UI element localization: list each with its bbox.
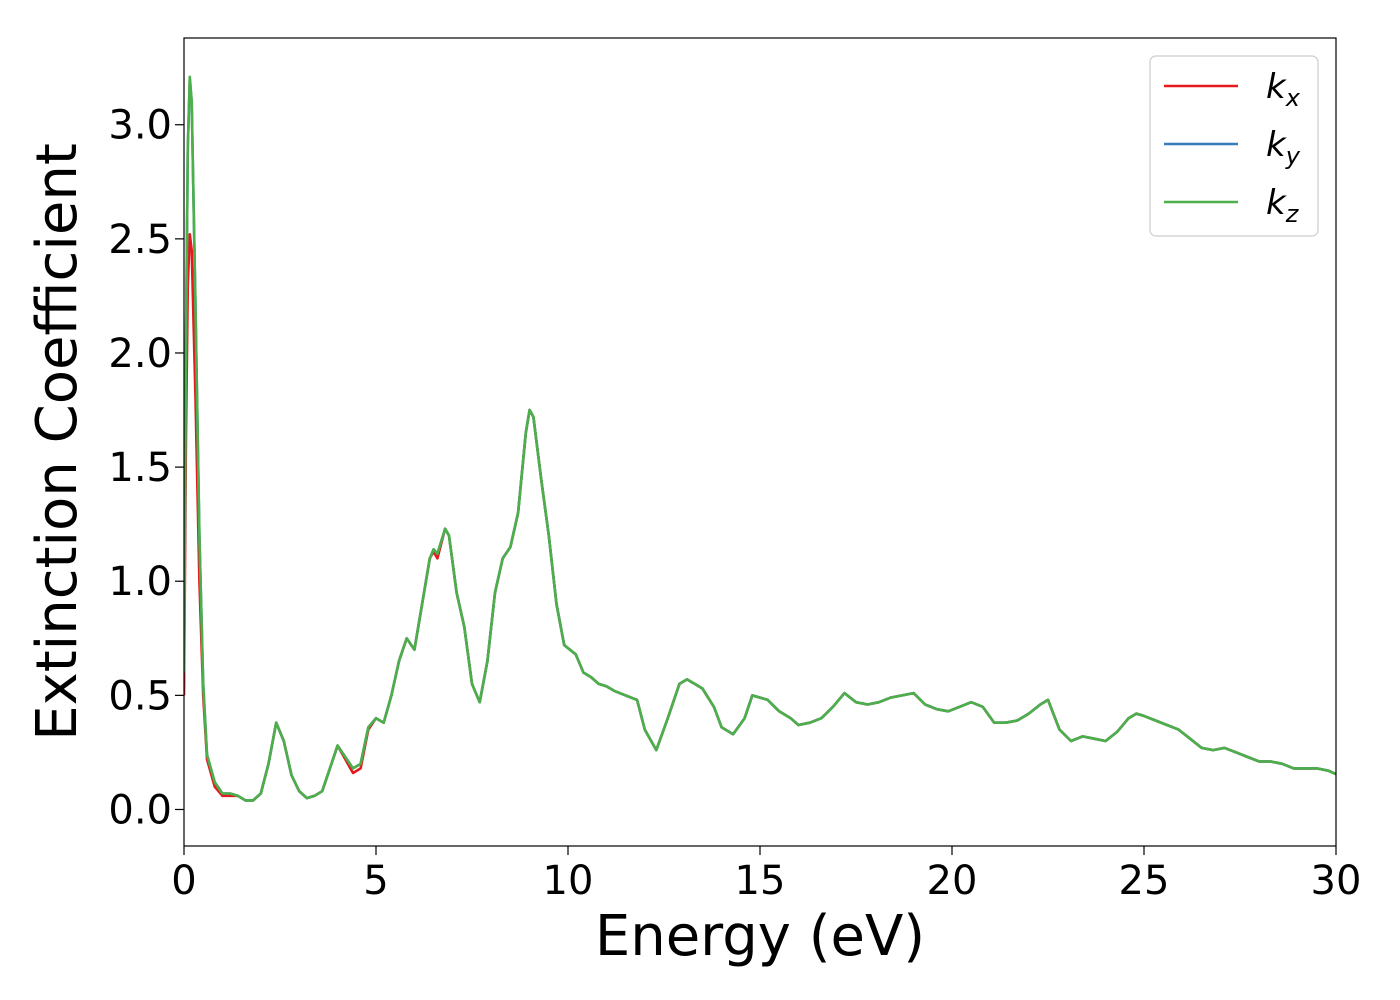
axis-ticks: 0 5 10 15 20 25 30 0.0 0.5 1.0 1.5 2.0 2.5 3.0 — [108, 103, 1361, 904]
series-layer — [184, 75, 1336, 802]
legend-entry-subscript: y — [1285, 142, 1301, 170]
x-tick-label: 10 — [543, 858, 594, 904]
x-tick-label: 15 — [735, 858, 786, 904]
x-tick-label: 0 — [171, 858, 196, 904]
legend-entry-x: kx — [1266, 67, 1301, 112]
legend-entry-name: k — [1266, 67, 1287, 107]
y-tick-label: 1.0 — [108, 559, 172, 605]
x-tick-label: 20 — [927, 858, 978, 904]
y-tick-label: 0.5 — [108, 673, 172, 719]
plot-frame — [183, 37, 1337, 847]
legend-entry-name: k — [1266, 125, 1287, 165]
legend-entry-subscript: z — [1285, 200, 1300, 228]
y-tick-label: 2.0 — [108, 331, 172, 377]
y-tick-label: 0.0 — [108, 787, 172, 833]
y-tick-label: 3.0 — [108, 103, 172, 149]
x-tick-label: 5 — [363, 858, 388, 904]
y-axis-label: Extinction Coefficient — [25, 143, 90, 741]
legend-entry-y: ky — [1266, 125, 1301, 170]
legend-entry-z: kz — [1266, 183, 1300, 228]
series-line-z — [184, 75, 1336, 802]
x-axis-label: Energy (eV) — [595, 904, 925, 969]
series-line-x — [184, 233, 1336, 802]
legend-box — [1149, 55, 1319, 237]
x-tick-label: 25 — [1119, 858, 1170, 904]
legend-entry-name: k — [1266, 183, 1287, 223]
x-tick-label: 30 — [1311, 858, 1362, 904]
y-tick-label: 2.5 — [108, 217, 172, 263]
legend-entry-subscript: x — [1285, 84, 1301, 112]
y-tick-label: 1.5 — [108, 445, 172, 491]
